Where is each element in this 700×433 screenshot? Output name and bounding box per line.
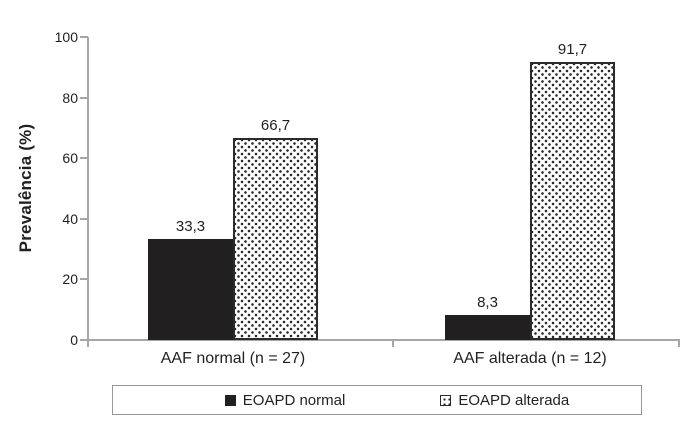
bar-value-label: 8,3 bbox=[477, 294, 498, 311]
y-tick-label: 40 bbox=[62, 210, 78, 227]
y-tick-mark bbox=[80, 278, 88, 281]
y-tick-label: 0 bbox=[70, 332, 78, 348]
y-axis-title: Prevalência (%) bbox=[16, 123, 35, 253]
y-tick-mark bbox=[80, 36, 88, 38]
bar-eoapd-alterada-aaf-alterada bbox=[530, 62, 615, 340]
bar-eoapd-normal-aaf-normal bbox=[148, 239, 233, 340]
legend-item-eoapd-normal: EOAPD normal bbox=[224, 391, 346, 409]
bar-eoapd-alterada-aaf-normal bbox=[233, 138, 318, 340]
y-tick-label: 100 bbox=[54, 29, 78, 45]
y-tick-mark bbox=[80, 217, 88, 220]
bar-value-label: 66,7 bbox=[260, 117, 291, 134]
y-tick-label: 20 bbox=[62, 271, 78, 288]
x-category-label-aaf-alterada: AAF alterada (n = 12) bbox=[453, 350, 607, 367]
bar-value-label: 33,3 bbox=[175, 218, 206, 235]
y-axis-line bbox=[87, 37, 89, 341]
bar-value-label: 91,7 bbox=[557, 41, 588, 58]
y-tick-mark bbox=[80, 96, 88, 99]
legend-label: EOAPD alterada bbox=[458, 391, 570, 409]
bar-eoapd-normal-aaf-alterada bbox=[445, 315, 530, 340]
y-tick-mark bbox=[80, 339, 88, 341]
legend-swatch-solid bbox=[224, 394, 236, 406]
x-axis-line bbox=[87, 339, 680, 341]
x-tick-mark bbox=[392, 339, 394, 347]
x-tick-mark bbox=[87, 339, 89, 347]
y-tick-label: 80 bbox=[62, 89, 78, 106]
y-tick-mark bbox=[80, 157, 88, 160]
legend-item-eoapd-alterada: EOAPD alterada bbox=[440, 392, 569, 409]
y-tick-label: 60 bbox=[62, 150, 78, 167]
legend-box: EOAPD normal EOAPD alterada bbox=[112, 385, 642, 415]
x-category-label-aaf-normal: AAF normal (n = 27) bbox=[160, 350, 306, 367]
x-tick-mark bbox=[678, 339, 680, 347]
legend-swatch-dotted bbox=[440, 394, 452, 406]
legend-label: EOAPD normal bbox=[242, 391, 346, 409]
